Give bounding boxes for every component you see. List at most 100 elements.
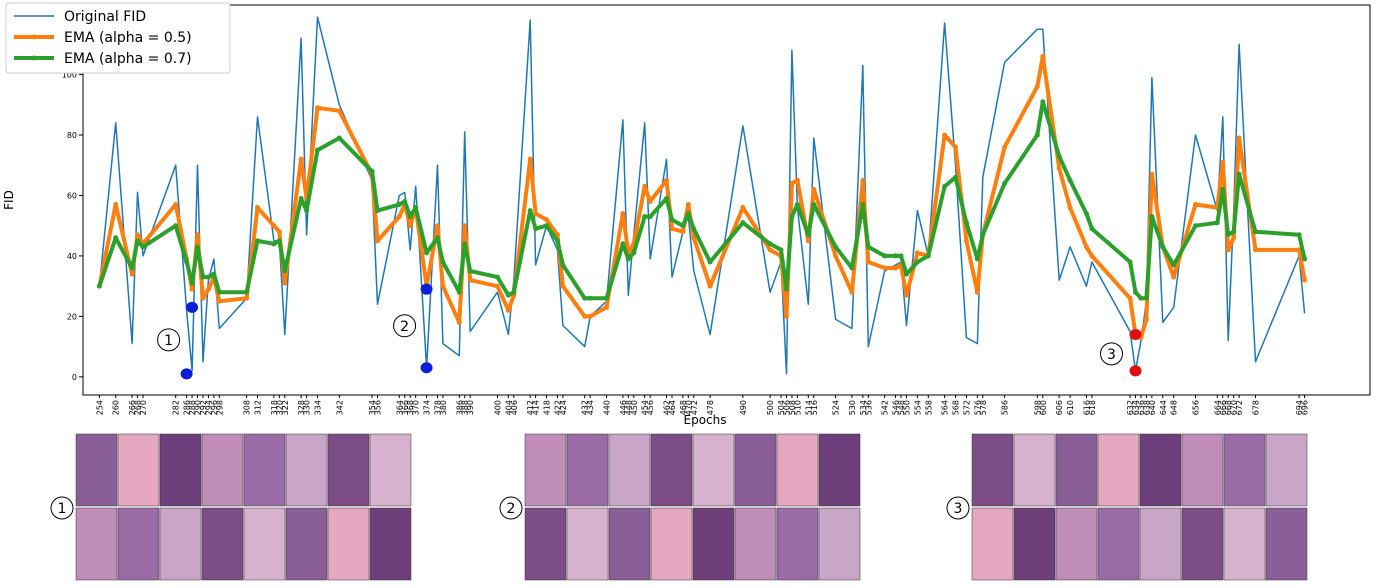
- series-marker: [440, 259, 446, 265]
- series-marker: [1171, 274, 1177, 280]
- series-marker: [129, 271, 135, 277]
- image-tile: [75, 507, 118, 581]
- image-tile: [1013, 433, 1056, 507]
- x-tick-label: 576: [973, 400, 982, 415]
- image-tile: [971, 507, 1014, 581]
- x-tick-label: 644: [1159, 400, 1168, 415]
- series-marker: [282, 268, 288, 274]
- series-marker: [1192, 223, 1198, 229]
- series-marker: [189, 280, 195, 286]
- image-tile: [1181, 507, 1224, 581]
- x-tick-label: 368: [406, 400, 415, 415]
- series-marker: [407, 214, 413, 220]
- series-marker: [963, 238, 969, 244]
- series-marker: [582, 313, 588, 319]
- series-marker: [707, 259, 713, 265]
- series-marker: [707, 283, 713, 289]
- image-tile: [1097, 433, 1140, 507]
- x-tick-label: 524: [832, 400, 841, 415]
- series-marker: [1252, 229, 1258, 235]
- series-marker: [298, 156, 304, 162]
- x-tick-label: 400: [493, 400, 502, 415]
- series-marker: [631, 250, 637, 256]
- x-tick-label: 554: [913, 400, 922, 415]
- series-marker: [740, 220, 746, 226]
- label-circle: [1100, 342, 1124, 366]
- x-tick-label: 542: [881, 400, 890, 415]
- series-marker: [1296, 232, 1302, 238]
- series-marker: [953, 144, 959, 150]
- series-marker: [1067, 177, 1073, 183]
- series-marker: [1002, 180, 1008, 186]
- x-tick-label: 648: [1170, 400, 1179, 415]
- image-tile: [159, 507, 202, 581]
- series-marker: [767, 241, 773, 247]
- series-marker: [544, 217, 550, 223]
- image-tile: [566, 507, 609, 581]
- series-marker: [642, 214, 648, 220]
- x-tick-label: 638: [1142, 400, 1151, 415]
- series-marker: [369, 168, 375, 174]
- series-marker: [811, 202, 817, 208]
- x-tick-label: 618: [1088, 400, 1097, 415]
- series-marker: [113, 235, 119, 241]
- label-circle: [393, 314, 417, 338]
- x-tick-label: 412: [526, 400, 535, 415]
- x-tick-label: 508: [788, 400, 797, 415]
- y-tick-label: 60: [67, 191, 77, 200]
- image-tile: [650, 507, 693, 581]
- x-tick-label: 516: [810, 400, 819, 415]
- x-tick-label: 328: [297, 400, 306, 415]
- y-tick-label: 0: [72, 373, 77, 382]
- series-marker: [195, 232, 201, 238]
- series-marker: [903, 271, 909, 277]
- series-marker: [604, 304, 610, 310]
- legend: Original FID EMA (alpha = 0.5) EMA (alpha …: [5, 2, 231, 74]
- x-tick-label: 356: [373, 400, 382, 415]
- x-tick-label: 598: [1033, 400, 1042, 415]
- series-marker: [1160, 244, 1166, 250]
- x-tick-label: 290: [194, 400, 203, 415]
- panel-label-circle: [499, 496, 523, 520]
- x-tick-label: 664: [1213, 400, 1222, 415]
- x-tick-label: 678: [1251, 400, 1260, 415]
- series-line: [97, 99, 1307, 301]
- series-marker: [304, 208, 310, 214]
- series-marker: [1127, 259, 1133, 265]
- x-tick-label: 380: [439, 400, 448, 415]
- legend-marker: [31, 34, 37, 40]
- x-tick-label: 468: [679, 400, 688, 415]
- x-tick-label: 424: [559, 400, 568, 415]
- series-marker: [113, 202, 119, 208]
- series-marker: [184, 259, 190, 265]
- series-marker: [462, 223, 468, 229]
- image-tile: [971, 433, 1014, 507]
- series-marker: [314, 147, 320, 153]
- series-marker: [664, 177, 670, 183]
- panel-label: 2: [507, 501, 516, 517]
- x-tick-label: 548: [897, 400, 906, 415]
- series-marker: [647, 214, 653, 220]
- plot-frame: [82, 4, 1371, 396]
- x-tick-label: 636: [1137, 400, 1146, 415]
- x-tick-label: 288: [188, 400, 197, 415]
- x-tick-label: 454: [641, 400, 650, 415]
- image-tile: [1223, 507, 1266, 581]
- x-tick-label: 294: [204, 400, 213, 415]
- x-tick-label: 254: [95, 400, 104, 415]
- x-tick-label: 666: [1219, 400, 1228, 415]
- series-marker: [669, 217, 675, 223]
- series-marker: [527, 156, 533, 162]
- image-tile: [734, 433, 777, 507]
- x-tick-label: 334: [313, 400, 322, 415]
- series-marker: [925, 253, 931, 259]
- series-marker: [794, 202, 800, 208]
- image-tile: [159, 433, 202, 507]
- series-marker: [1192, 202, 1198, 208]
- series-marker: [505, 292, 511, 298]
- x-tick-label: 550: [902, 400, 911, 415]
- x-tick-label: 530: [848, 400, 857, 415]
- series-marker: [1034, 84, 1040, 90]
- series-marker: [396, 202, 402, 208]
